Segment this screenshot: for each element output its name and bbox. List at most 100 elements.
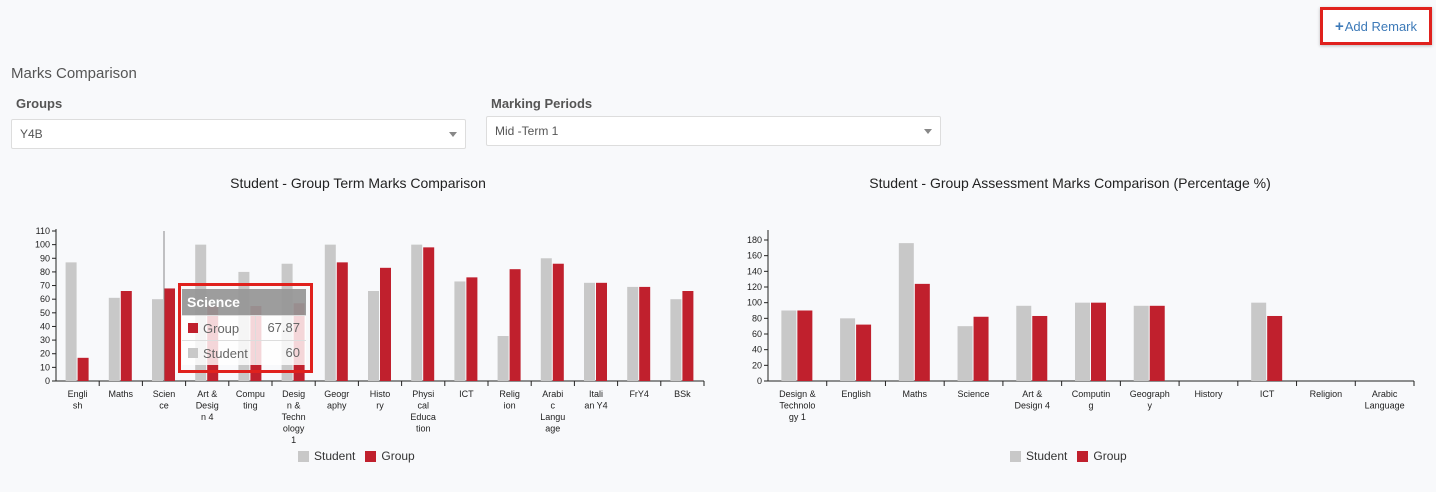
legend-item-student[interactable]: Student [298,449,355,463]
x-tick-label: ICT [459,389,474,399]
x-tick-label: Educa [410,412,436,422]
bar-group [856,324,872,381]
x-tick-label: Art & [1022,389,1042,399]
bar-group [380,267,391,381]
y-tick-label: 100 [35,240,50,250]
x-tick-label: n & [287,401,301,411]
legend-item-student[interactable]: Student [1010,449,1067,463]
tooltip-title: Science [182,289,306,315]
x-tick-label: Itali [589,389,603,399]
y-tick-label: 60 [752,329,762,339]
chart1-plot: 0 10 20 30 40 50 60 70 80 90 100 110 Engli sh Maths Sci… [35,226,705,445]
chart1-legend: Student Group [298,449,425,463]
groups-select-value: Y4B [20,127,43,141]
y-tick-label: 10 [40,362,50,372]
bar-group [120,291,132,381]
y-tick-label: 140 [747,266,762,276]
bar-student [1075,302,1090,381]
x-tick-label: History [1194,389,1223,399]
x-tick-label: Langu [540,412,565,422]
x-tick-label: n 4 [201,412,214,422]
x-tick-label: ry [376,401,384,411]
legend-student-label: Student [314,449,356,463]
add-remark-highlight: + Add Remark [1320,7,1432,45]
x-tick-label: Engli [68,389,88,399]
x-tick-label: Techn [282,412,306,422]
bar-group [336,262,348,381]
x-tick-label: Computin [1072,389,1111,399]
bar-student [108,297,120,381]
x-tick-label: ion [504,401,516,411]
x-tick-label: aphy [327,401,347,411]
x-tick-label: Geogr [324,389,349,399]
marking-periods-label: Marking Periods [491,96,593,111]
bar-group [509,269,521,381]
bar-group [596,282,607,381]
y-tick-label: 20 [40,349,50,359]
tooltip-group-name: Group [203,320,240,336]
x-tick-label: Art & [197,389,217,399]
bar-group [466,277,478,381]
x-tick-label: Geograph [1130,389,1170,399]
x-tick-label: BSk [674,389,691,399]
x-tick-label: cal [417,401,429,411]
chart2-legend: Student Group [1010,449,1137,463]
x-tick-label: Design & [779,389,816,399]
chart2-plot: 0 20 40 60 80 100 120 140 160 180 Design & Technolo… [747,230,1415,422]
y-tick-label: 160 [747,251,762,261]
add-remark-button[interactable]: + Add Remark [1335,18,1417,35]
groups-select[interactable]: Y4B [11,119,466,149]
tooltip-group-swatch [188,323,198,333]
bar-student [324,244,336,381]
y-tick-label: 0 [757,376,762,386]
x-tick-label: an Y4 [584,401,607,411]
bar-group [1149,305,1165,381]
x-tick-label: Religion [1310,389,1343,399]
bar-group [164,288,175,381]
marking-periods-select-value: Mid -Term 1 [495,124,559,138]
x-tick-label: Language [1365,401,1405,411]
bar-student [454,281,466,381]
marking-periods-select[interactable]: Mid -Term 1 [486,116,941,146]
section-title: Marks Comparison [11,65,137,82]
x-tick-label: Arabic [1372,389,1398,399]
bar-group [639,286,651,381]
legend-student-label: Student [1026,449,1068,463]
bar-group [1267,315,1283,381]
x-tick-label: ICT [1260,389,1275,399]
y-tick-label: 50 [40,308,50,318]
bar-student [368,291,379,381]
bar-group [1032,315,1048,381]
y-tick-label: 30 [40,335,50,345]
x-tick-label: Compu [236,389,265,399]
x-tick-label: 1 [291,435,296,445]
bar-group [682,291,694,381]
bar-student [584,282,595,381]
bar-student [670,299,682,381]
bar-student [65,262,77,381]
chart2-title: Student - Group Assessment Marks Compari… [869,175,1271,191]
legend-group-label: Group [1093,449,1127,463]
y-tick-label: 40 [752,345,762,355]
legend-item-group[interactable]: Group [1077,449,1127,463]
add-remark-label: Add Remark [1344,18,1417,34]
x-tick-label: Histo [370,389,391,399]
x-tick-label: Maths [109,389,134,399]
bar-student [627,286,639,381]
bar-student [898,243,914,381]
chevron-down-icon [924,129,932,134]
x-tick-label: FrY4 [629,389,649,399]
tooltip-student-swatch [188,348,198,358]
x-tick-label: Physi [412,389,434,399]
x-tick-label: g [1088,401,1093,411]
y-tick-label: 120 [747,282,762,292]
legend-item-group[interactable]: Group [365,449,415,463]
tooltip-row-student: Student 60 [182,340,306,365]
x-tick-label: Design 4 [1015,401,1051,411]
x-tick-label: age [545,424,560,434]
bar-group [797,310,813,381]
tooltip-student-value: 60 [255,341,306,365]
chart1-title: Student - Group Term Marks Comparison [230,175,486,191]
x-tick-label: ting [243,401,258,411]
